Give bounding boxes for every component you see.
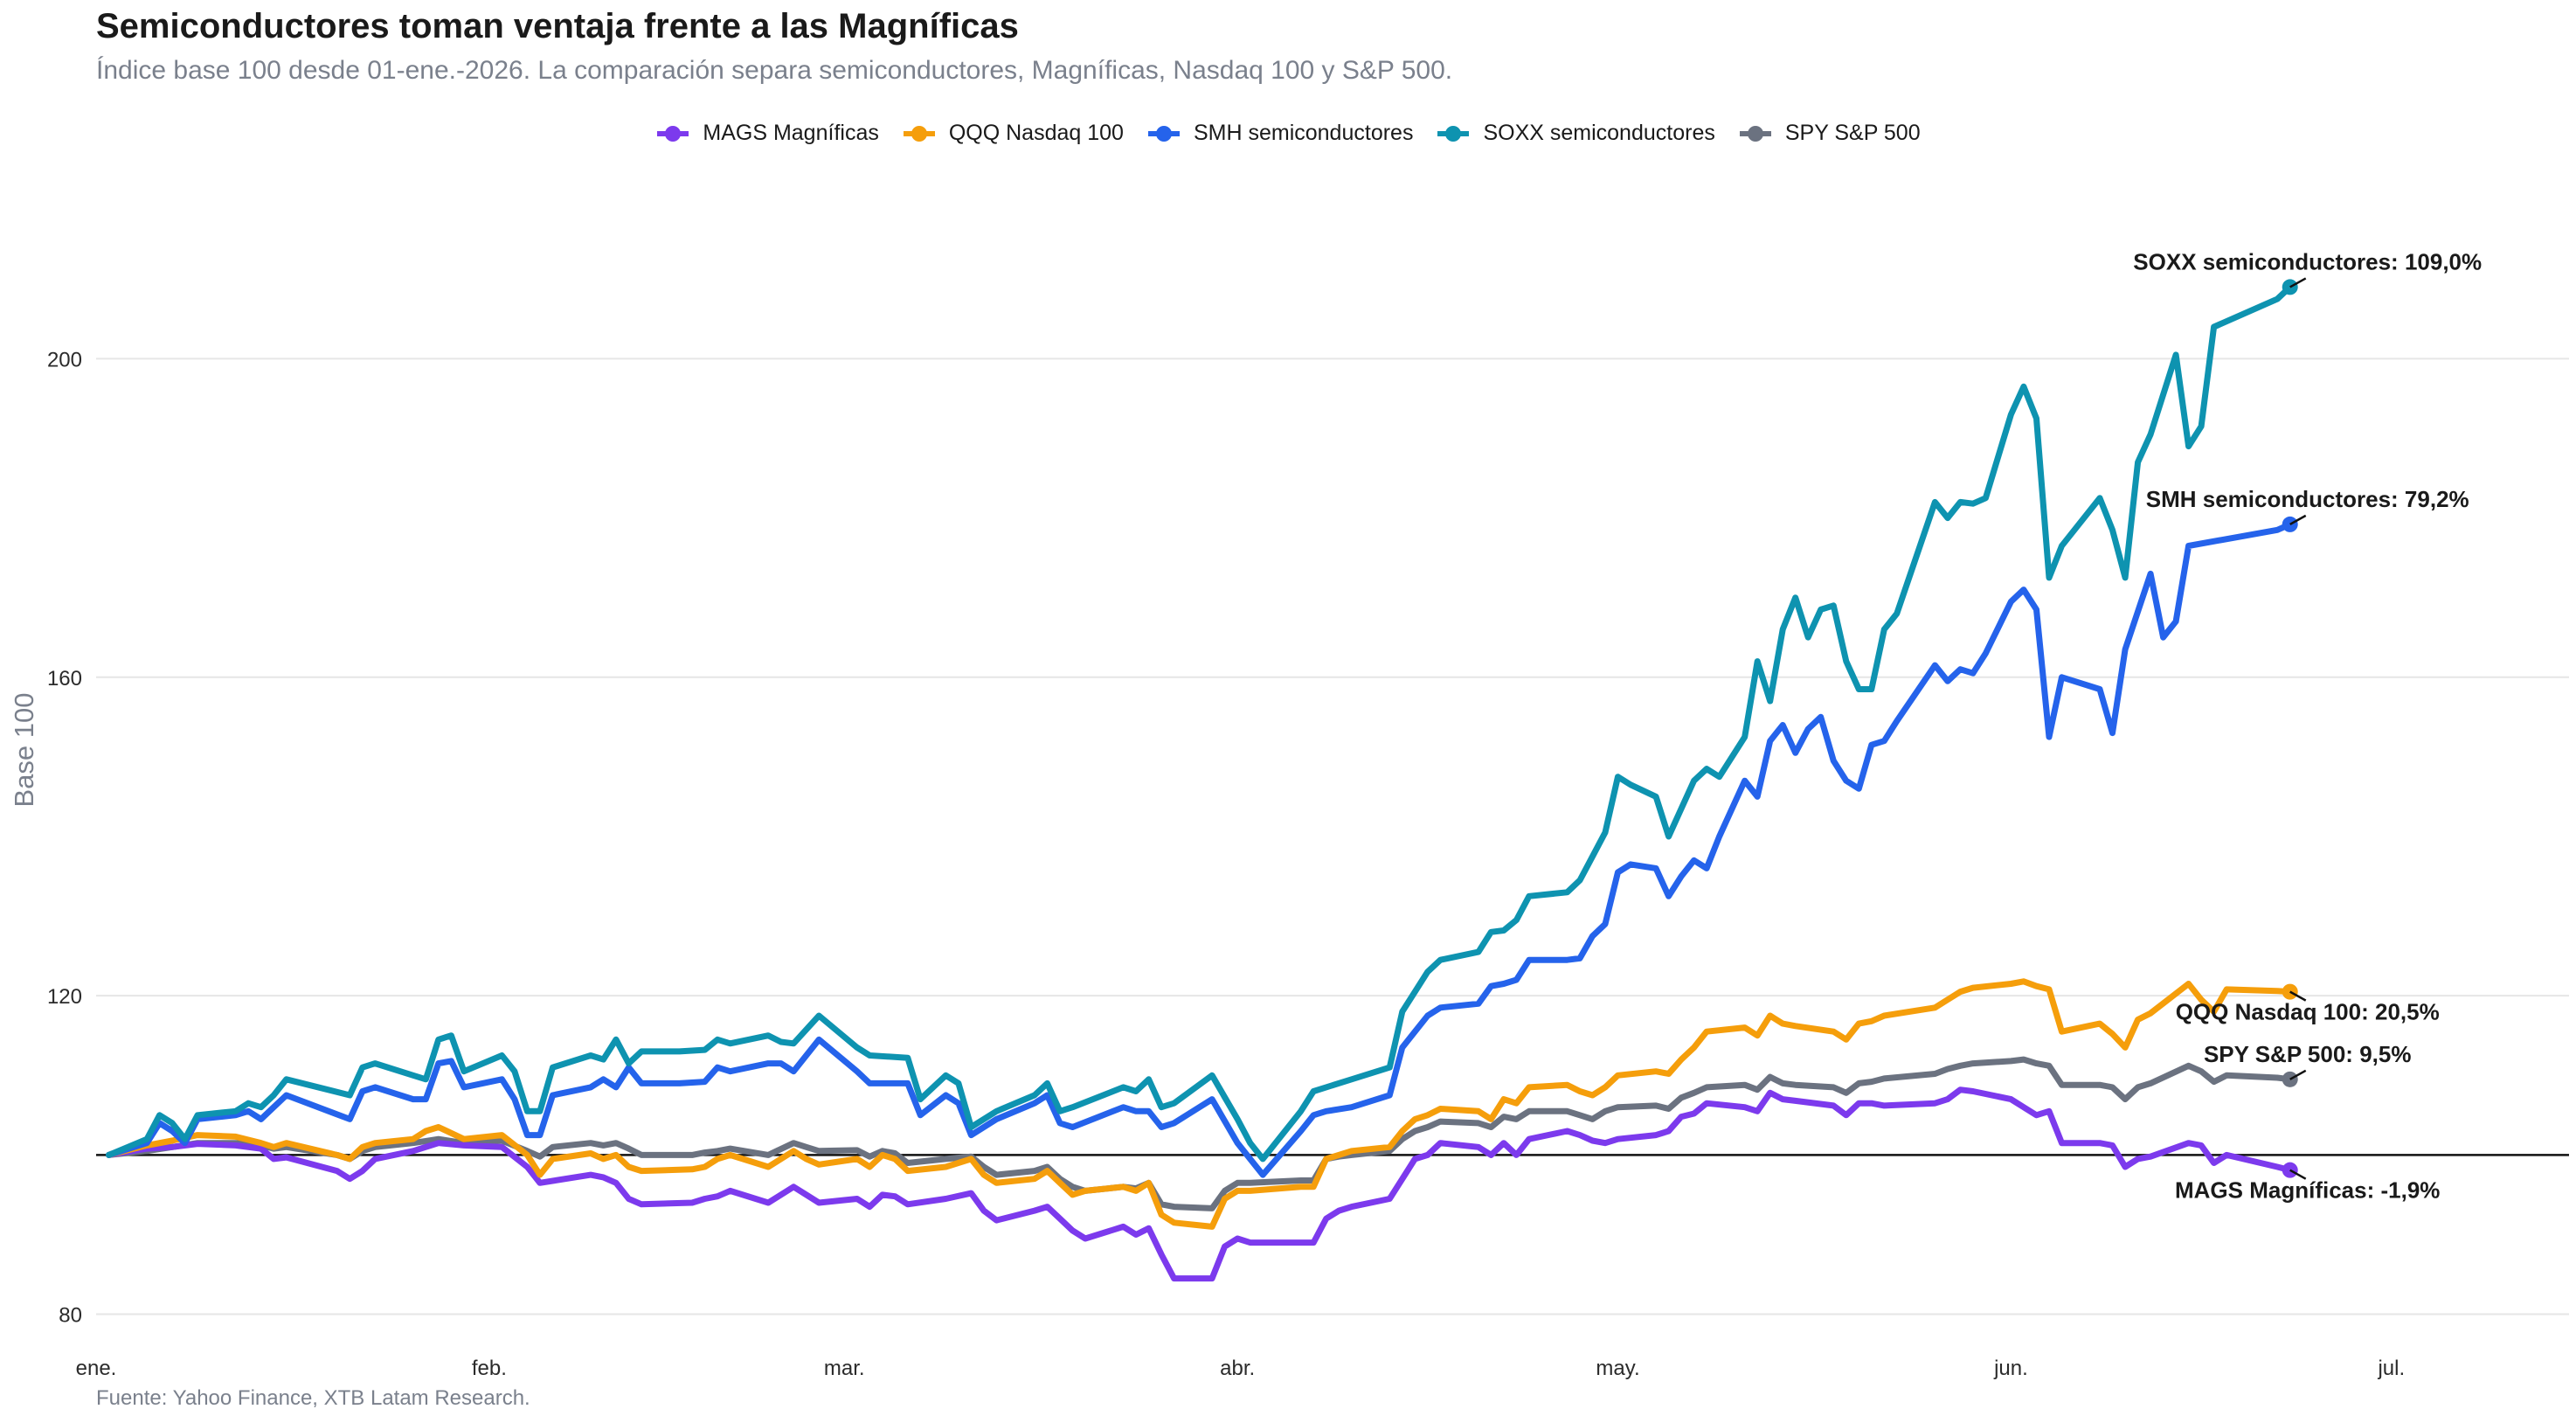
legend-key-dot	[911, 125, 927, 142]
series-line-spy	[106, 1056, 2294, 1211]
x-tick-label: abr.	[1220, 1357, 1255, 1380]
end-label-leader	[2289, 514, 2307, 525]
axis-labels: 80 120 160 200 ene. feb. mar. abr. may. jun. jul.	[47, 348, 2405, 1380]
legend-item: MAGS Magníficas	[655, 121, 879, 146]
legend-key-dot	[1155, 125, 1172, 142]
series-line-smh	[106, 521, 2294, 1178]
x-tick-label: ene.	[76, 1357, 117, 1380]
legend-key-soxx	[1437, 125, 1470, 142]
legend-label: SMH semiconductores	[1193, 121, 1414, 145]
end-label-leader	[2289, 1069, 2307, 1080]
x-tick-label: feb.	[472, 1357, 507, 1380]
legend-label: MAGS Magníficas	[703, 121, 879, 145]
end-label-leader	[2289, 990, 2307, 1002]
end-label-qqq: QQQ Nasdaq 100: 20,5%	[2176, 999, 2440, 1025]
end-label-leader	[2289, 1169, 2307, 1180]
legend: MAGS Magníficas QQQ Nasdaq 100 SMH semicon…	[0, 121, 2576, 146]
legend-label: SOXX semiconductores	[1483, 121, 1715, 145]
legend-item: SMH semiconductores	[1146, 121, 1413, 146]
y-tick-label: 80	[59, 1304, 82, 1328]
end-label-leader	[2289, 277, 2307, 288]
legend-label: QQQ Nasdaq 100	[948, 121, 1124, 145]
legend-item: QQQ Nasdaq 100	[902, 121, 1124, 146]
legend-key-qqq	[903, 125, 935, 142]
series-line-qqq	[106, 978, 2294, 1230]
series-line-mags	[106, 1086, 2294, 1282]
end-label-spy: SPY S&P 500: 9,5%	[2204, 1041, 2412, 1067]
series-lines	[106, 279, 2298, 1282]
legend-item: SOXX semiconductores	[1436, 121, 1715, 146]
end-label-mags: MAGS Magníficas: -1,9%	[2175, 1177, 2440, 1204]
end-labels: MAGS Magníficas: -1,9% QQQ Nasdaq 100: 20…	[2133, 248, 2482, 1203]
legend-key-smh	[1147, 125, 1180, 142]
legend-key-mags	[657, 125, 689, 142]
x-tick-label: jul.	[2377, 1357, 2405, 1380]
x-tick-label: jun.	[1993, 1357, 2028, 1380]
legend-label: SPY S&P 500	[1784, 121, 1921, 145]
end-label-soxx: SOXX semiconductores: 109,0%	[2133, 248, 2482, 274]
x-tick-label: may.	[1596, 1357, 1639, 1380]
legend-key-dot	[1445, 125, 1462, 142]
legend-key-spy	[1739, 125, 1771, 142]
y-tick-label: 120	[47, 985, 82, 1009]
legend-item: SPY S&P 500	[1738, 121, 1921, 146]
legend-key-dot	[1747, 125, 1763, 142]
y-tick-label: 160	[47, 667, 82, 691]
y-tick-label: 200	[47, 348, 82, 371]
x-tick-label: mar.	[824, 1357, 865, 1380]
chart-title: Semiconductores toman ventaja frente a l…	[96, 7, 1019, 45]
series-line-soxx	[106, 283, 2294, 1163]
chart-subtitle: Índice base 100 desde 01-ene.-2026. La c…	[96, 56, 1453, 85]
legend-key-dot	[665, 125, 682, 142]
chart-caption: Fuente: Yahoo Finance, XTB Latam Researc…	[96, 1386, 530, 1410]
end-label-smh: SMH semiconductores: 79,2%	[2146, 486, 2469, 512]
